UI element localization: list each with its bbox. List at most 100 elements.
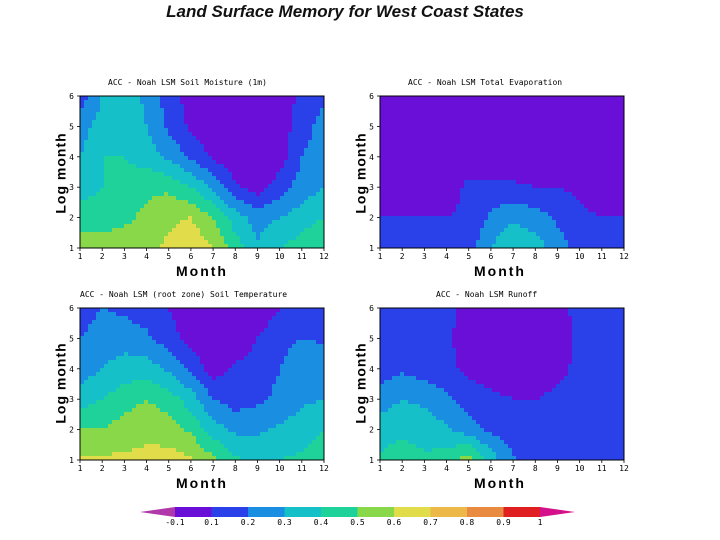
contour-cell [564, 180, 569, 185]
contour-cell [456, 228, 461, 233]
contour-cell [188, 244, 193, 249]
contour-cell [404, 184, 409, 189]
contour-cell [552, 124, 557, 129]
contour-cell [492, 212, 497, 217]
contour-cell [88, 372, 93, 377]
contour-cell [608, 120, 613, 125]
contour-cell [400, 164, 405, 169]
contour-cell [408, 116, 413, 121]
contour-cell [520, 224, 525, 229]
contour-cell [312, 164, 317, 169]
contour-cell [240, 100, 245, 105]
contour-cell [424, 200, 429, 205]
contour-cell [472, 212, 477, 217]
contour-cell [80, 316, 85, 321]
contour-cell [268, 188, 273, 193]
contour-cell [264, 124, 269, 129]
contour-cell [552, 152, 557, 157]
contour-cell [604, 244, 609, 249]
contour-cell [84, 144, 89, 149]
contour-cell [500, 224, 505, 229]
contour-cell [208, 148, 213, 153]
contour-cell [620, 172, 625, 177]
contour-cell [496, 112, 501, 117]
contour-cell [420, 196, 425, 201]
contour-cell [516, 216, 521, 221]
contour-cell [260, 152, 265, 157]
contour-cell [132, 164, 137, 169]
contour-cell [140, 152, 145, 157]
contour-cell [280, 244, 285, 249]
contour-cell [240, 104, 245, 109]
contour-cell [436, 112, 441, 117]
contour-cell [260, 128, 265, 133]
contour-cell [144, 136, 149, 141]
contour-cell [252, 192, 257, 197]
contour-cell [104, 320, 109, 325]
contour-cell [304, 220, 309, 225]
contour-cell [320, 180, 325, 185]
contour-cell [120, 196, 125, 201]
contour-cell [396, 168, 401, 173]
contour-cell [152, 208, 157, 213]
contour-cell [596, 144, 601, 149]
contour-cell [268, 192, 273, 197]
contour-cell [620, 200, 625, 205]
contour-cell [144, 156, 149, 161]
contour-cell [608, 128, 613, 133]
contour-cell [448, 192, 453, 197]
contour-cell [224, 216, 229, 221]
contour-cell [120, 152, 125, 157]
contour-cell [244, 120, 249, 125]
contour-cell [480, 100, 485, 105]
contour-cell [512, 180, 517, 185]
contour-cell [92, 240, 97, 245]
contour-cell [580, 144, 585, 149]
contour-cell [284, 212, 289, 217]
contour-cell [608, 116, 613, 121]
contour-cell [408, 212, 413, 217]
contour-cell [96, 152, 101, 157]
contour-cell [508, 236, 513, 241]
contour-cell [600, 204, 605, 209]
contour-cell [516, 144, 521, 149]
contour-cell [452, 232, 457, 237]
contour-cell [480, 152, 485, 157]
contour-cell [248, 244, 253, 249]
contour-cell [136, 236, 141, 241]
contour-cell [408, 148, 413, 153]
contour-cell [228, 116, 233, 121]
contour-cell [144, 228, 149, 233]
contour-cell [564, 244, 569, 249]
contour-cell [576, 168, 581, 173]
contour-cell [460, 168, 465, 173]
contour-cell [472, 200, 477, 205]
contour-cell [296, 132, 301, 137]
contour-cell [504, 144, 509, 149]
contour-cell [240, 148, 245, 153]
contour-cell [180, 220, 185, 225]
contour-cell [276, 200, 281, 205]
contour-cell [592, 192, 597, 197]
contour-cell [272, 208, 277, 213]
contour-cell [524, 180, 529, 185]
contour-cell [224, 184, 229, 189]
contour-cell [316, 136, 321, 141]
contour-cell [536, 224, 541, 229]
contour-cell [164, 232, 169, 237]
contour-cell [300, 240, 305, 245]
contour-cell [244, 240, 249, 245]
y-tick-label: 5 [369, 122, 374, 131]
contour-cell [552, 208, 557, 213]
contour-cell [144, 148, 149, 153]
contour-cell [184, 168, 189, 173]
contour-cell [312, 128, 317, 133]
contour-cell [156, 108, 161, 113]
contour-cell [540, 216, 545, 221]
contour-cell [136, 116, 141, 121]
contour-cell [92, 124, 97, 129]
contour-cell [88, 336, 93, 341]
contour-cell [468, 112, 473, 117]
contour-cell [304, 236, 309, 241]
contour-cell [128, 220, 133, 225]
